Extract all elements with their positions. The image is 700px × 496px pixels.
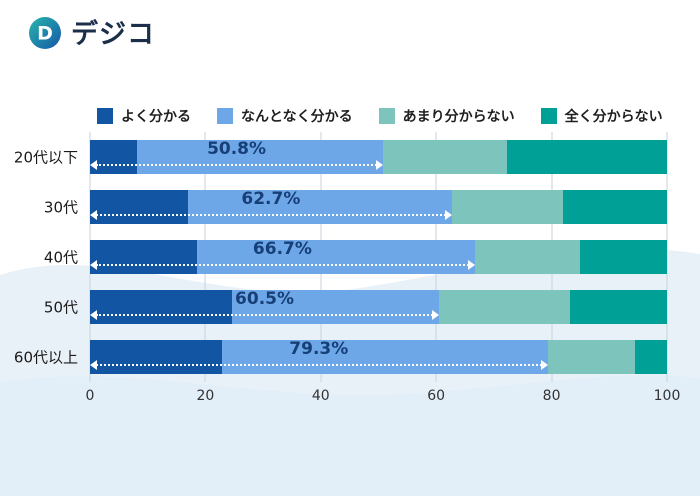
bar-segment <box>90 290 232 324</box>
stacked-bar <box>90 190 667 224</box>
bar-segment <box>231 290 440 324</box>
stacked-bar <box>90 140 667 174</box>
x-tick-label: 60 <box>427 388 446 404</box>
bar-segment <box>188 190 452 224</box>
gridline <box>666 132 668 382</box>
legend-label: 全く分からない <box>564 109 663 125</box>
bar-segment <box>222 340 548 374</box>
x-tick-label: 0 <box>85 388 95 404</box>
legend-label: よく分かる <box>121 109 191 125</box>
category-label: 50代 <box>43 298 78 317</box>
bar-segment <box>90 240 197 274</box>
bar-segment <box>90 340 223 374</box>
stacked-bar <box>90 290 667 324</box>
stacked-bar <box>90 340 667 374</box>
chart-row: 60代以上 79.3% <box>14 332 667 382</box>
chart-row: 40代 66.7% <box>44 232 667 282</box>
category-label: 20代以下 <box>13 148 78 167</box>
category-label: 30代 <box>43 198 78 217</box>
legend-swatch-icon <box>217 108 233 124</box>
bar-segment <box>90 190 189 224</box>
bar-segment <box>570 290 667 324</box>
chart-legend: よく分かる なんとなく分かる あまり分からない 全く分からない <box>97 106 663 126</box>
x-tick-label: 80 <box>542 388 561 404</box>
legend-label: あまり分からない <box>402 109 515 125</box>
bar-segment <box>90 140 137 174</box>
bar-segment <box>507 140 667 174</box>
legend-item-3: 全く分からない <box>540 106 663 126</box>
legend-swatch-icon <box>540 108 557 124</box>
x-axis: 0 20 40 60 80 100 <box>0 388 700 408</box>
bar-segment <box>439 290 571 324</box>
svg-text:D: D <box>37 23 53 45</box>
category-label: 60代以上 <box>13 348 78 367</box>
legend-item-1: なんとなく分かる <box>217 106 353 126</box>
x-tick-label: 40 <box>311 388 330 404</box>
bar-segment <box>563 190 667 224</box>
x-tick-label: 100 <box>653 388 681 404</box>
legend-swatch-icon <box>378 108 395 124</box>
legend-label: なんとなく分かる <box>241 109 353 125</box>
bar-segment <box>579 240 667 274</box>
stacked-bar <box>90 240 667 274</box>
legend-swatch-icon <box>97 108 113 124</box>
bar-segment <box>383 140 508 174</box>
chart-row: 50代 60.5% <box>44 282 667 332</box>
logo: D デジコ <box>28 16 155 54</box>
bar-segment <box>196 240 475 274</box>
digico-logo-icon: D <box>28 16 62 54</box>
chart-row: 30代 62.7% <box>44 182 667 232</box>
x-tick-label: 20 <box>196 388 215 404</box>
bar-segment <box>635 340 667 374</box>
bar-segment <box>474 240 580 274</box>
legend-item-2: あまり分からない <box>378 106 515 126</box>
plot-area: 20代以下 50.8% 30代 62.7% 40代 66.7% 50代 60.5% 60代以上 7… <box>14 132 668 382</box>
chart-row: 20代以下 50.8% <box>14 132 667 182</box>
bar-segment <box>136 140 384 174</box>
category-label: 40代 <box>43 248 78 267</box>
bar-segment <box>547 340 636 374</box>
legend-item-0: よく分かる <box>97 106 191 126</box>
bar-segment <box>451 190 564 224</box>
logo-text: デジコ <box>71 19 155 50</box>
